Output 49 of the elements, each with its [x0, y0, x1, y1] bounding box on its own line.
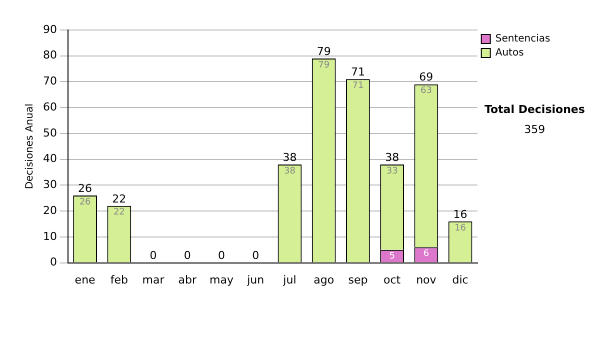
y-tick-label: 20	[42, 204, 57, 217]
x-tick-label: abr	[178, 273, 197, 286]
total-label: 71	[350, 66, 365, 79]
data-label: 16	[454, 223, 466, 234]
total-label: 0	[150, 249, 157, 262]
x-tick-label: nov	[416, 273, 437, 286]
data-label: 26	[79, 197, 92, 208]
y-tick-label: 30	[42, 178, 57, 192]
data-label: 6	[423, 249, 430, 260]
y-tick-label: 90	[42, 22, 57, 36]
data-label: 63	[420, 86, 432, 96]
data-label: 38	[284, 166, 296, 176]
x-tick-label: dic	[452, 273, 468, 286]
x-tick-label: oct	[384, 273, 402, 286]
x-tick-label: mar	[142, 273, 165, 286]
total-label: 0	[184, 249, 191, 262]
x-tick-label: feb	[110, 273, 128, 286]
text: Total Decisiones	[484, 102, 586, 116]
total-label: 79	[316, 44, 331, 58]
data-label: 79	[318, 60, 330, 70]
y-tick-label: 50	[42, 126, 57, 140]
text: 359	[524, 122, 546, 136]
x-tick-label: sep	[348, 273, 368, 286]
legend-label: Autos	[495, 48, 556, 59]
data-label: 5	[389, 252, 395, 262]
y-tick-label: 60	[42, 100, 57, 114]
total-label: 38	[385, 150, 400, 164]
y-tick-label: 70	[42, 74, 57, 88]
legend-label: Sentencias	[495, 34, 582, 45]
data-label: 33	[386, 166, 398, 176]
x-tick-label: jun	[246, 273, 264, 286]
total-label: 0	[252, 249, 260, 262]
y-tick-label: 10	[42, 230, 57, 243]
x-tick-label: jul	[282, 273, 296, 286]
total-label: 16	[453, 208, 468, 221]
y-tick-label: 0	[50, 256, 57, 269]
data-label: 71	[352, 80, 364, 91]
total-label: 22	[112, 192, 126, 206]
y-tick-label: 80	[42, 48, 57, 62]
y-axis-title: Decisiones Anual	[24, 104, 36, 190]
data-label: 22	[113, 208, 125, 218]
x-tick-label: may	[210, 273, 234, 286]
x-tick-label: ene	[74, 273, 96, 286]
total-label: 38	[282, 150, 297, 164]
total-label: 0	[218, 249, 226, 262]
total-label: 69	[419, 70, 434, 84]
total-label: 26	[78, 182, 92, 195]
y-tick-label: 40	[42, 152, 57, 166]
x-tick-label: ago	[314, 273, 334, 286]
